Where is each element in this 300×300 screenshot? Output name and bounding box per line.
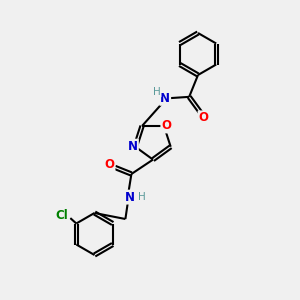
Text: N: N xyxy=(128,140,138,153)
Text: N: N xyxy=(125,190,135,204)
Text: N: N xyxy=(160,92,170,105)
Text: O: O xyxy=(104,158,115,171)
Text: H: H xyxy=(153,87,161,97)
Text: H: H xyxy=(138,192,146,202)
Text: Cl: Cl xyxy=(56,209,69,222)
Text: O: O xyxy=(161,119,171,133)
Text: O: O xyxy=(199,111,208,124)
